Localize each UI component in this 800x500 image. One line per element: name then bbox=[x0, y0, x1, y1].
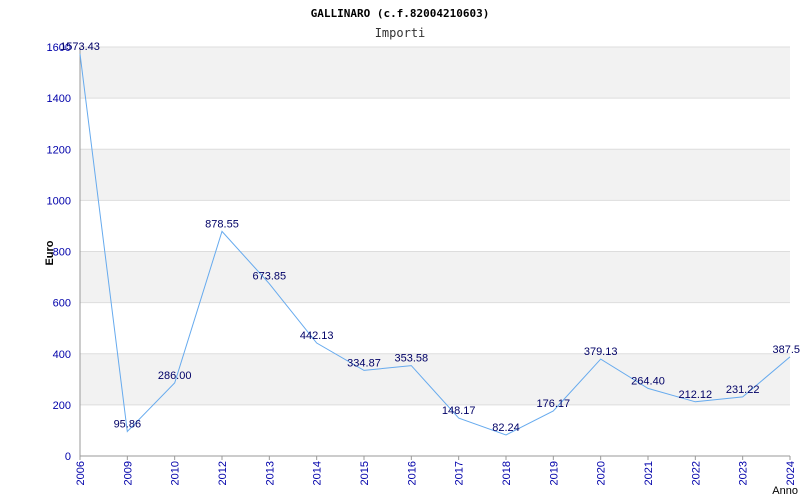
x-tick-label: 2023 bbox=[738, 461, 750, 485]
data-label: 878.55 bbox=[205, 218, 239, 230]
grid-band bbox=[80, 47, 790, 99]
x-tick-label: 2022 bbox=[690, 461, 702, 485]
data-labels: 1573.43 95.86 286.00 878.55 673.85 442.13 334.… bbox=[60, 41, 800, 434]
x-tick-label: 2024 bbox=[785, 461, 797, 485]
x-tick-label: 2014 bbox=[312, 461, 324, 485]
data-label: 387.5 bbox=[772, 344, 800, 356]
x-axis-label: Anno bbox=[772, 485, 798, 497]
x-tick-label: 2019 bbox=[548, 461, 560, 485]
data-label: 95.86 bbox=[114, 418, 142, 430]
grid-band bbox=[80, 353, 790, 405]
y-tick-label: 1600 bbox=[47, 42, 71, 54]
x-tick-label: 2006 bbox=[75, 461, 87, 485]
x-tick-labels: 2006 2009 2010 2012 2013 2014 2015 2016 2017 2018… bbox=[75, 456, 797, 485]
x-tick-label: 2009 bbox=[122, 461, 134, 485]
y-tick-label: 400 bbox=[53, 349, 71, 361]
x-tick-label: 2015 bbox=[359, 461, 371, 485]
data-label: 286.00 bbox=[158, 370, 192, 382]
data-label: 148.17 bbox=[442, 405, 476, 417]
data-label: 673.85 bbox=[253, 271, 287, 283]
y-tick-label: 200 bbox=[53, 400, 71, 412]
x-tick-label: 2013 bbox=[264, 461, 276, 485]
x-tick-label: 2021 bbox=[643, 461, 655, 485]
x-tick-label: 2016 bbox=[406, 461, 418, 485]
x-tick-label: 2010 bbox=[170, 461, 182, 485]
x-tick-label: 2017 bbox=[454, 461, 466, 485]
y-axis-label: Euro bbox=[44, 240, 56, 265]
y-tick-label: 800 bbox=[53, 247, 71, 259]
data-label: 334.87 bbox=[347, 357, 381, 369]
data-label: 212.12 bbox=[679, 389, 713, 401]
x-tick-label: 2018 bbox=[501, 461, 513, 485]
chart-title: GALLINARO (c.f.82004210603) bbox=[311, 7, 490, 20]
series-line bbox=[79, 53, 791, 436]
x-tick-label: 2012 bbox=[217, 461, 229, 485]
data-label: 82.24 bbox=[492, 422, 520, 434]
data-label: 353.58 bbox=[395, 353, 429, 365]
data-label: 264.40 bbox=[631, 375, 665, 387]
data-label: 442.13 bbox=[300, 330, 334, 342]
y-tick-label: 600 bbox=[53, 298, 71, 310]
chart-subtitle: Importi bbox=[375, 26, 426, 40]
x-tick-label: 2020 bbox=[596, 461, 608, 485]
y-tick-labels: 0 200 400 600 800 1000 1200 1400 1600 bbox=[47, 42, 71, 463]
y-tick-label: 1400 bbox=[47, 93, 71, 105]
data-label: 176.17 bbox=[537, 398, 571, 410]
y-tick-label: 1200 bbox=[47, 144, 71, 156]
y-tick-label: 0 bbox=[65, 451, 71, 463]
data-label: 379.13 bbox=[584, 346, 618, 358]
y-tick-label: 1000 bbox=[47, 195, 71, 207]
grid-bands bbox=[80, 47, 790, 405]
data-label: 231.22 bbox=[726, 384, 760, 396]
data-label: 1573.43 bbox=[60, 41, 100, 53]
grid-band bbox=[80, 149, 790, 201]
grid-band bbox=[80, 251, 790, 303]
